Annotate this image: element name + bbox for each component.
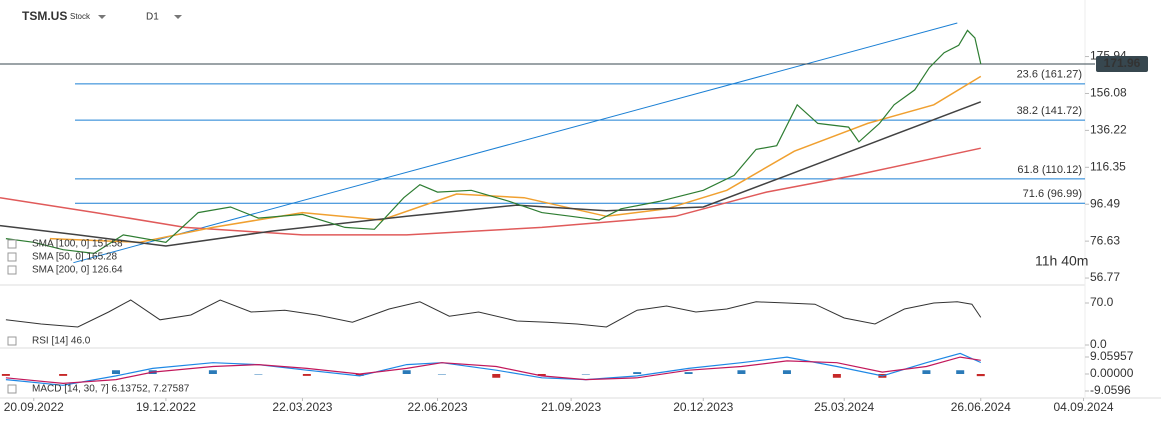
series-line (5, 29, 982, 255)
asset-type: Stock (70, 12, 91, 21)
histogram-bar (208, 370, 217, 374)
histogram-bar (976, 374, 985, 377)
x-tick-label: 20.09.2022 (4, 400, 64, 414)
legend-entry: SMA [100, 0] 151.58 (32, 239, 123, 250)
interval-dropdown[interactable] (174, 15, 182, 19)
histogram-bar (782, 370, 791, 374)
histogram-bar (59, 374, 68, 376)
last-price-label: 171.96 (1104, 56, 1141, 70)
fib-label: 71.6 (96.99) (1023, 188, 1082, 200)
last-price-box (1096, 55, 1148, 72)
series-line (5, 356, 981, 385)
legend-entry: SMA [50, 0] 165.28 (32, 252, 117, 263)
y-tick-label: 136.22 (1090, 123, 1127, 137)
y-tick-label: 116.35 (1090, 159, 1126, 173)
legend-icon (7, 252, 17, 262)
fib-label: 23.6 (161.27) (1017, 69, 1082, 81)
legend-entry: SMA [200, 0] 126.64 (32, 265, 123, 276)
x-tick-label: 20.12.2023 (673, 400, 733, 414)
legend-icon (7, 336, 17, 346)
histogram-bar (355, 374, 364, 376)
interval[interactable]: D1 (146, 12, 159, 23)
x-tick-label: 26.06.2024 (951, 400, 1011, 414)
x-tick-label: 19.12.2022 (136, 400, 196, 414)
histogram-bar (737, 370, 746, 374)
legend-icon (7, 384, 17, 394)
y-tick-label: 76.63 (1090, 233, 1120, 247)
fib-label: 38.2 (141.72) (1017, 105, 1082, 117)
histogram-bar (537, 374, 546, 376)
legend-icon (7, 239, 17, 249)
series-line (0, 147, 981, 236)
y-tick-label: 9.05957 (1090, 349, 1134, 363)
histogram-bar (302, 374, 311, 376)
y-tick-label: 96.49 (1090, 196, 1120, 210)
series-line (5, 352, 982, 386)
histogram-bar (684, 372, 693, 374)
y-tick-label: 156.08 (1090, 86, 1127, 100)
y-tick-label: 0.0 (1090, 337, 1107, 351)
bar-countdown: 11h 40m (1035, 253, 1088, 269)
fib-label: 61.8 (110.12) (1017, 164, 1082, 176)
series-line (0, 101, 982, 247)
series-line (5, 299, 982, 328)
histogram-bar (633, 372, 642, 374)
histogram-bar (254, 374, 263, 375)
histogram-bar (1, 374, 10, 376)
histogram-bar (581, 374, 590, 375)
histogram-bar (922, 370, 931, 374)
series-line (49, 75, 982, 244)
x-tick-label: 22.06.2023 (407, 400, 467, 414)
x-tick-label: 04.09.2024 (1054, 400, 1114, 414)
x-tick-label: 22.03.2023 (272, 400, 332, 414)
histogram-bar (492, 374, 501, 378)
histogram-bar (402, 370, 411, 374)
symbol-dropdown[interactable] (98, 15, 106, 19)
y-tick-label: 70.0 (1090, 295, 1114, 309)
y-tick-label: 56.77 (1090, 270, 1120, 284)
histogram-bar (832, 374, 841, 378)
x-tick-label: 25.03.2024 (814, 400, 874, 414)
x-tick-label: 21.09.2023 (541, 400, 601, 414)
histogram-bar (111, 370, 120, 374)
series-line (73, 22, 958, 264)
legend-icon (7, 265, 17, 275)
histogram-bar (437, 374, 446, 375)
y-tick-label: -9.0596 (1090, 383, 1131, 397)
histogram-bar (956, 370, 965, 374)
legend-entry: MACD [14, 30, 7] 6.13752, 7.27587 (32, 384, 190, 395)
y-tick-label: 0.00000 (1090, 366, 1134, 380)
legend-entry: RSI [14] 46.0 (32, 336, 91, 347)
symbol[interactable]: TSM.US (22, 9, 67, 23)
